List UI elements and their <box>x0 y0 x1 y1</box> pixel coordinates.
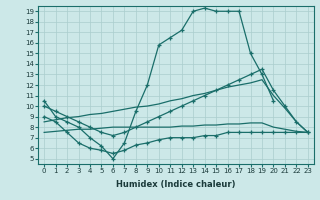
X-axis label: Humidex (Indice chaleur): Humidex (Indice chaleur) <box>116 180 236 189</box>
